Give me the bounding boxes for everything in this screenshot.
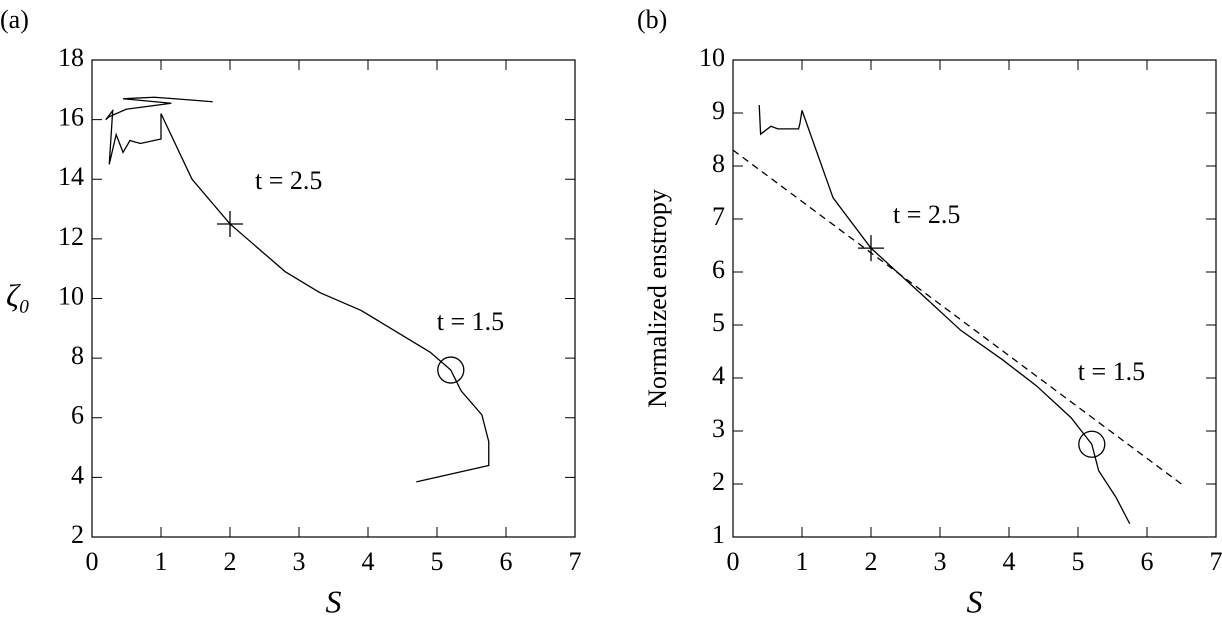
plus-marker [217, 210, 243, 237]
data-line [732, 149, 1186, 488]
y-tick-label: 10 [58, 281, 84, 310]
y-tick-label: 1 [712, 520, 725, 549]
y-tick-label: 4 [71, 460, 84, 489]
y-tick-label: 5 [712, 308, 725, 337]
x-axis-label: S [967, 583, 983, 619]
annotation-label: t = 1.5 [1078, 357, 1145, 386]
x-axis-label: S [326, 583, 342, 619]
data-line [105, 96, 490, 483]
y-tick-label: 7 [712, 202, 725, 231]
circle-marker [437, 356, 465, 384]
x-tick-label: 1 [155, 547, 168, 576]
y-tick-label: 10 [699, 43, 725, 72]
x-tick-label: 0 [86, 547, 99, 576]
plus-marker [858, 235, 884, 262]
panel-label: (a) [0, 5, 29, 34]
x-tick-label: 4 [362, 547, 375, 576]
y-tick-label: 18 [58, 43, 84, 72]
x-tick-label: 4 [1003, 547, 1016, 576]
y-tick-label: 8 [71, 341, 84, 370]
x-tick-label: 0 [727, 547, 740, 576]
circle-marker [1078, 430, 1106, 458]
x-tick-label: 3 [934, 547, 947, 576]
x-tick-label: 1 [796, 547, 809, 576]
annotation-label: t = 2.5 [893, 200, 960, 229]
x-tick-label: 7 [1210, 547, 1222, 576]
y-tick-label: 12 [58, 222, 84, 251]
x-tick-label: 7 [569, 547, 582, 576]
y-tick-label: 16 [58, 103, 84, 132]
y-tick-label: 14 [58, 162, 84, 191]
plot-frame [732, 59, 1217, 538]
y-tick-label: 8 [712, 149, 725, 178]
x-tick-label: 2 [224, 547, 237, 576]
annotation-label: t = 1.5 [437, 307, 504, 336]
data-line [758, 105, 1131, 525]
annotation-label: t = 2.5 [255, 166, 322, 195]
y-tick-label: 9 [712, 96, 725, 125]
y-tick-label: 2 [712, 467, 725, 496]
x-tick-label: 2 [865, 547, 878, 576]
x-tick-label: 5 [431, 547, 444, 576]
x-tick-label: 5 [1072, 547, 1085, 576]
y-tick-label: 6 [71, 401, 84, 430]
y-tick-label: 4 [712, 361, 725, 390]
y-tick-label: 2 [71, 520, 84, 549]
y-tick-label: 6 [712, 255, 725, 284]
panel-label: (b) [637, 5, 667, 34]
y-axis-label: ζ₀ [6, 277, 30, 313]
x-tick-label: 3 [293, 547, 306, 576]
y-axis-label: Normalized enstropy [643, 189, 672, 408]
x-tick-label: 6 [1141, 547, 1154, 576]
y-tick-label: 3 [712, 414, 725, 443]
x-tick-label: 6 [500, 547, 513, 576]
